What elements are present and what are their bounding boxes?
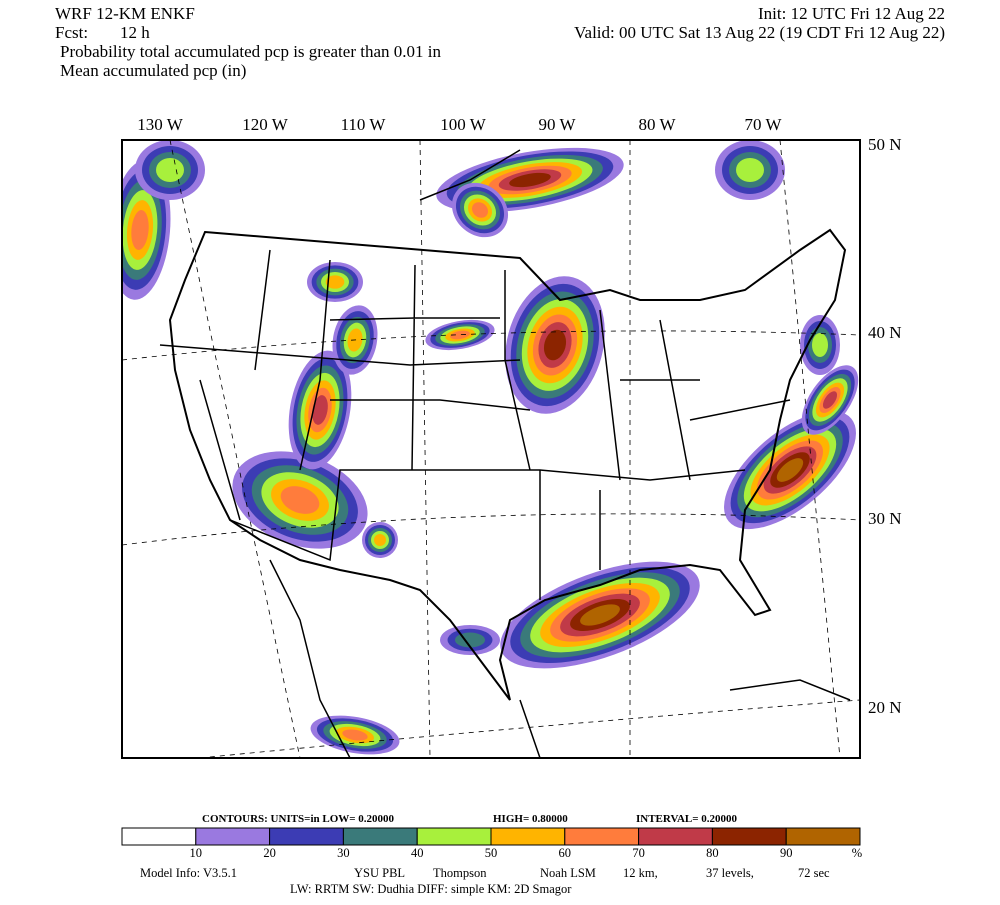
init-time: Init: 12 UTC Fri 12 Aug 22 xyxy=(758,4,945,23)
valid-time: Valid: 00 UTC Sat 13 Aug 22 (19 CDT Fri … xyxy=(574,23,945,42)
physics-info: LW: RRTM SW: Dudhia DIFF: simple KM: 2D … xyxy=(290,882,572,896)
field-description: Probability total accumulated pcp is gre… xyxy=(60,42,441,61)
lat-labels: 50 N 40 N 30 N 20 N xyxy=(868,135,902,717)
precip-area xyxy=(736,158,764,182)
precip-area xyxy=(325,275,345,289)
precip-area xyxy=(131,210,149,250)
colorbar-label: % xyxy=(852,846,862,860)
colorbar-swatch xyxy=(121,827,197,846)
colorbar-label: 60 xyxy=(559,846,572,860)
precip-area xyxy=(471,202,489,218)
colorbar-swatch xyxy=(638,827,713,846)
colorbar-label: 50 xyxy=(485,846,498,860)
colorbar-swatch xyxy=(342,827,418,846)
precip-area xyxy=(156,158,184,182)
precip-area xyxy=(776,458,804,482)
precip-area xyxy=(580,604,620,626)
mp-scheme: Thompson xyxy=(433,866,487,880)
colorbar-swatch xyxy=(416,827,492,846)
resolution: 12 km, xyxy=(623,866,658,880)
map xyxy=(121,139,861,759)
colorbar-label: 80 xyxy=(706,846,719,860)
lsm-scheme: Noah LSM xyxy=(540,866,596,880)
colorbar-label: 20 xyxy=(263,846,276,860)
precip-area xyxy=(812,333,828,357)
precip-field xyxy=(122,140,859,755)
colorbar-swatch xyxy=(785,827,861,846)
colorbar: CONTOURS: UNITS=in LOW= 0.20000 HIGH= 0.… xyxy=(121,813,862,860)
lon-label: 110 W xyxy=(341,115,387,134)
map-frame xyxy=(121,139,861,759)
colorbar-label: 40 xyxy=(411,846,424,860)
geography xyxy=(122,140,860,758)
colorbar-swatch xyxy=(711,827,787,846)
contours-info: CONTOURS: UNITS=in LOW= 0.20000 xyxy=(202,813,395,825)
lon-label: 130 W xyxy=(137,115,183,134)
model-title: WRF 12-KM ENKF xyxy=(55,4,195,23)
model-info: Model Info: V3.5.1 xyxy=(140,866,237,880)
lon-label: 80 W xyxy=(639,115,677,134)
colorbar-label: 30 xyxy=(337,846,350,860)
colorbar-label: 70 xyxy=(632,846,645,860)
precip-area xyxy=(822,391,838,409)
contours-high: HIGH= 0.80000 xyxy=(493,813,568,825)
precip-area xyxy=(374,534,386,546)
colorbar-swatch xyxy=(490,827,566,846)
colorbar-swatch xyxy=(195,827,271,846)
contours-interval: INTERVAL= 0.20000 xyxy=(636,813,738,825)
lat-label: 40 N xyxy=(868,323,902,342)
precip-area xyxy=(312,395,328,425)
pbl-scheme: YSU PBL xyxy=(354,866,405,880)
lat-label: 20 N xyxy=(868,698,902,717)
timestep: 72 sec xyxy=(798,866,830,880)
colorbar-label: 90 xyxy=(780,846,793,860)
contour-description: Mean accumulated pcp (in) xyxy=(60,61,246,80)
lat-label: 50 N xyxy=(868,135,902,154)
precip-area xyxy=(509,172,551,188)
fcst-hour: 12 h xyxy=(120,23,150,42)
precip-area xyxy=(280,486,320,514)
lon-label: 100 W xyxy=(440,115,486,134)
precip-area xyxy=(342,729,368,741)
precip-area xyxy=(543,329,567,361)
colorbar-swatch xyxy=(269,827,344,846)
colorbar-swatch xyxy=(564,827,640,846)
lon-label: 90 W xyxy=(539,115,577,134)
lon-label: 120 W xyxy=(242,115,288,134)
lon-label: 70 W xyxy=(745,115,783,134)
precip-area xyxy=(450,330,470,340)
fcst-label: Fcst: xyxy=(55,23,88,42)
lon-labels: 130 W 120 W 110 W 100 W 90 W 80 W 70 W xyxy=(137,115,782,134)
lat-label: 30 N xyxy=(868,509,902,528)
levels: 37 levels, xyxy=(706,866,754,880)
colorbar-label: 10 xyxy=(190,846,203,860)
